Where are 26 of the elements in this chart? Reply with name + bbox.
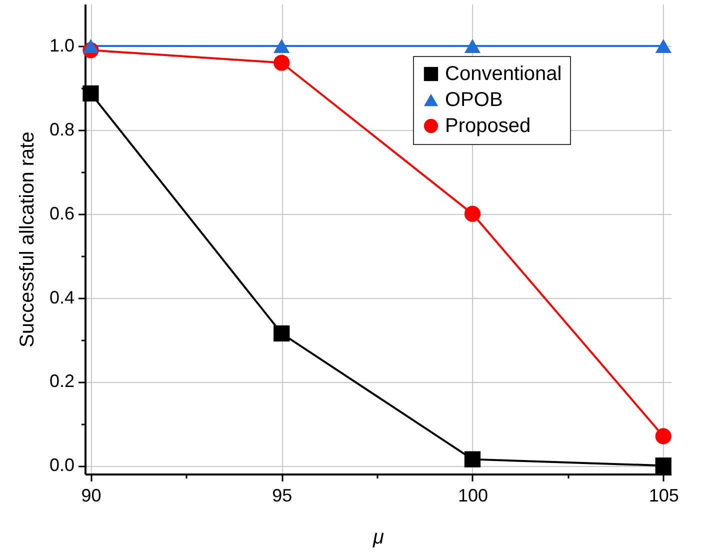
y-tick-label: 0.8 [49,119,74,140]
point [464,38,481,53]
x-tick-label: 95 [272,486,292,506]
point [274,38,290,53]
point [655,458,672,474]
point [82,85,99,102]
point [464,206,481,222]
x-tick-label: 105 [648,486,679,506]
point [82,38,99,53]
y-tick-label: 0.6 [49,203,74,224]
y-axis-title: Successful allcation rate [16,132,38,348]
legend-label: Proposed [445,115,531,137]
y-tick-label: 0.0 [49,455,74,476]
legend-label: OPOB [445,89,503,111]
x-tick-label: 100 [458,486,488,506]
x-axis-title: μ [372,526,384,548]
y-tick-label: 0.2 [49,371,74,392]
point [464,451,481,468]
x-tick-label: 90 [81,486,102,506]
point [274,325,290,342]
point [655,38,672,53]
legend-label: Conventional [445,63,562,85]
point [274,54,290,71]
y-tick-label: 0.4 [49,287,74,308]
point [655,428,672,444]
y-tick-label: 1.0 [49,35,74,56]
